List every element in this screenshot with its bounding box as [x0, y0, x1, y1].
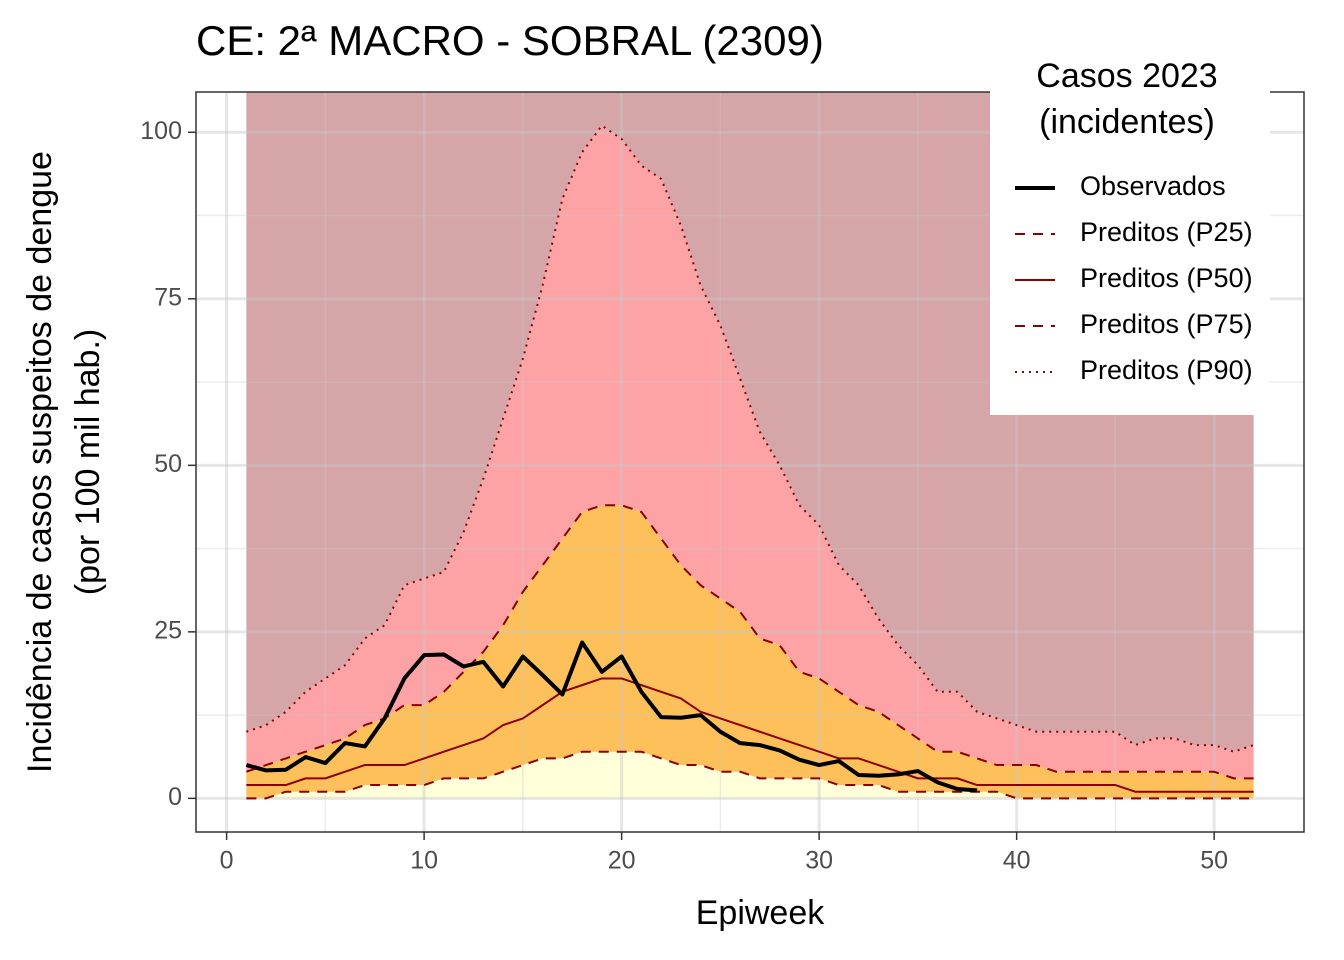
y-axis-title: (por 100 mil hab.) [69, 329, 107, 595]
legend-title: (incidentes) [1039, 103, 1215, 141]
line [245, 640, 978, 793]
y-tick-label: 100 [140, 117, 182, 145]
line [246, 750, 1254, 800]
y-tick-label: 0 [168, 783, 182, 811]
band [246, 505, 1254, 799]
legend-label: Observados [1080, 171, 1226, 201]
legend: Casos 2023 (incidentes) Observados Preditos… [990, 55, 1270, 415]
x-axis-title: Epiweek [696, 894, 826, 932]
legend-label: Preditos (P50) [1080, 263, 1253, 293]
plot-border [195, 91, 1305, 833]
line [246, 124, 1254, 753]
x-tick-label: 0 [220, 847, 234, 875]
y-tick-label: 75 [154, 283, 182, 311]
x-tick-label: 20 [608, 847, 636, 875]
line [246, 677, 1254, 793]
x-tick-label: 30 [805, 847, 833, 875]
x-tick-label: 50 [1200, 847, 1228, 875]
legend-label: Preditos (P25) [1080, 217, 1253, 247]
y-tick-label: 25 [154, 616, 182, 644]
line [246, 504, 1254, 780]
x-tick-label: 40 [1003, 847, 1031, 875]
y-axis-title: Incidência de casos suspeitos de dengue [21, 151, 59, 773]
legend-label: Preditos (P75) [1080, 309, 1253, 339]
y-tick-label: 50 [154, 450, 182, 478]
band [246, 751, 1254, 799]
legend-title: Casos 2023 [1036, 57, 1217, 95]
x-tick-label: 10 [410, 847, 438, 875]
legend-label: Preditos (P90) [1080, 355, 1253, 385]
band [246, 125, 1254, 779]
chart-title: CE: 2ª MACRO - SOBRAL (2309) [196, 17, 824, 64]
